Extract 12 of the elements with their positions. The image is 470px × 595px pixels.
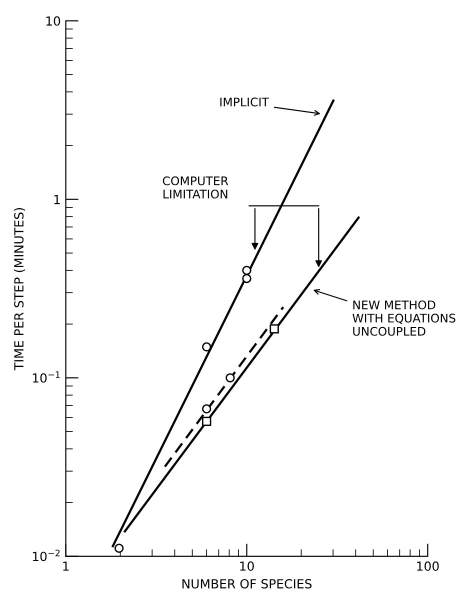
y-axis-title: TIME PER STEP (MINUTES)	[14, 208, 26, 370]
x-tick-label: 10	[240, 561, 254, 571]
y-tick-label: 10	[46, 16, 60, 26]
y-tick-label: 10$^{−2}$	[32, 550, 60, 562]
annotation: NEW METHOD WITH EQUATIONS UNCOUPLED	[352, 300, 456, 336]
x-axis-title: NUMBER OF SPECIES	[182, 579, 312, 589]
y-tick-label: 10$^{−1}$	[32, 371, 60, 383]
x-tick-label: 100	[417, 561, 439, 571]
annotation: IMPLICIT	[220, 98, 269, 106]
x-tick-label: 1	[63, 562, 69, 571]
y-tick-label: 1	[54, 194, 60, 204]
annotation: COMPUTER LIMITATION	[162, 176, 228, 199]
